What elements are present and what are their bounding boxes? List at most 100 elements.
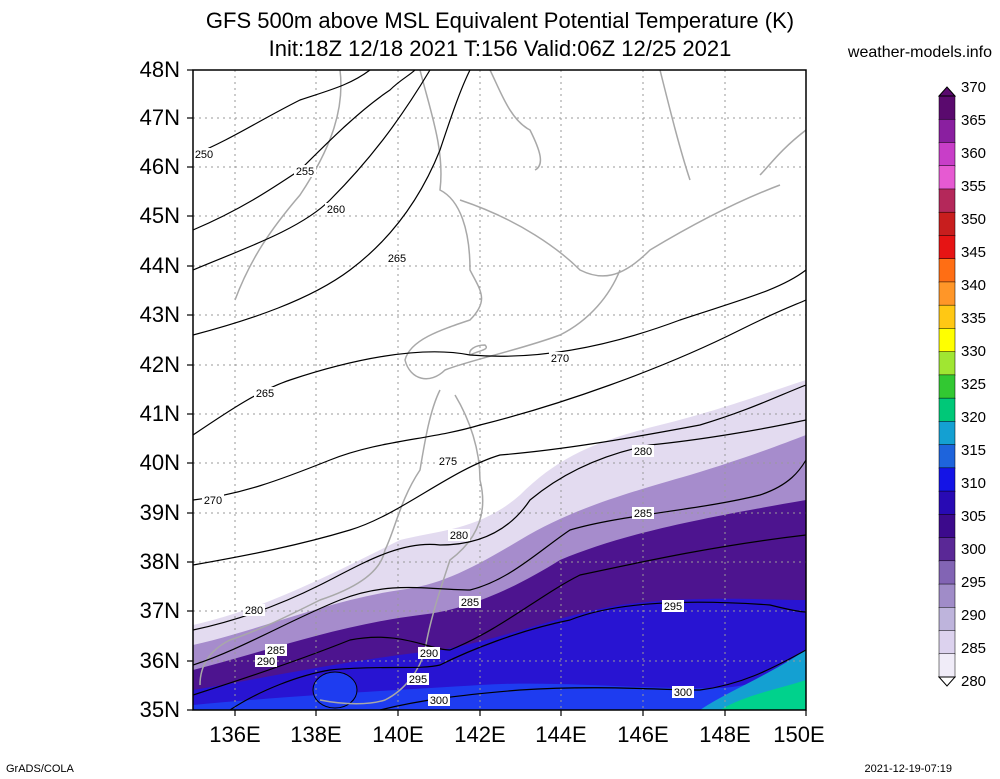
contour-label: 280 <box>245 605 263 617</box>
contour-label: 260 <box>327 204 345 216</box>
map-subtitle: Init:18Z 12/18 2021 T:156 Valid:06Z 12/2… <box>268 36 732 61</box>
contour-label: 290 <box>257 656 275 668</box>
colorbar-swatch <box>938 397 956 423</box>
axis-ticks <box>187 69 807 716</box>
colorbar-swatch <box>938 444 956 469</box>
lat-label: 41N <box>139 401 180 426</box>
colorbar-swatch <box>938 514 956 539</box>
colorbar-swatch <box>938 118 956 144</box>
colorbar-label: 300 <box>961 541 987 558</box>
contour-label: 285 <box>267 645 285 657</box>
colorbar-label: 335 <box>961 310 987 327</box>
coastlines <box>199 70 806 705</box>
lat-label: 47N <box>139 105 180 130</box>
contour-label: 280 <box>634 446 652 458</box>
colorbar-swatch <box>938 583 956 609</box>
lat-label: 40N <box>139 450 180 475</box>
colorbar-label: 280 <box>961 673 987 690</box>
colorbar-swatch <box>938 95 956 120</box>
lon-label: 140E <box>372 722 424 747</box>
lat-label: 42N <box>139 352 180 377</box>
colorbar-label: 360 <box>961 145 987 162</box>
colorbar-swatch <box>938 235 956 260</box>
colorbar-label: 345 <box>961 244 987 261</box>
lat-label: 38N <box>139 549 180 574</box>
lat-label: 37N <box>139 598 180 623</box>
lat-label: 44N <box>139 253 180 278</box>
contour-label: 265 <box>388 253 406 265</box>
lon-label: 136E <box>209 722 261 747</box>
lon-label: 148E <box>699 722 751 747</box>
colorbar-label: 305 <box>961 508 987 525</box>
colorbar-swatch <box>938 281 956 306</box>
lon-label: 146E <box>617 722 669 747</box>
colorbar <box>937 86 957 687</box>
contour-label: 285 <box>461 597 479 609</box>
colorbar-swatch <box>938 537 956 562</box>
footer-timestamp: 2021-12-19-07:19 <box>864 763 952 775</box>
colorbar-max-arrow <box>937 86 957 97</box>
lon-label: 150E <box>773 722 825 747</box>
lat-label: 39N <box>139 500 180 525</box>
colorbar-swatch <box>938 351 956 376</box>
colorbar-label: 370 <box>961 79 987 96</box>
site-credit: weather-models.info <box>847 44 992 61</box>
contour-label: 270 <box>204 495 222 507</box>
lat-label: 43N <box>139 302 180 327</box>
colorbar-label: 330 <box>961 343 987 360</box>
contour-label: 290 <box>420 648 438 660</box>
lon-label: 138E <box>290 722 342 747</box>
colorbar-label: 350 <box>961 211 987 228</box>
colorbar-label: 310 <box>961 475 987 492</box>
colorbar-swatch <box>938 630 956 655</box>
colorbar-swatch <box>938 188 956 213</box>
contour-lines <box>193 70 806 710</box>
colorbar-label: 355 <box>961 178 987 195</box>
lat-label: 46N <box>139 154 180 179</box>
lat-label: 35N <box>139 697 180 722</box>
contour-label: 300 <box>430 695 448 707</box>
colorbar-swatch <box>938 304 956 330</box>
colorbar-swatch <box>938 142 956 167</box>
colorbar-label: 325 <box>961 376 987 393</box>
contour-label: 270 <box>551 353 569 365</box>
colorbar-swatch <box>938 653 956 678</box>
colorbar-swatch <box>938 467 956 492</box>
colorbar-swatch <box>938 211 956 237</box>
colorbar-swatch <box>938 560 956 585</box>
colorbar-label: 290 <box>961 607 987 624</box>
contour-label: 280 <box>450 530 468 542</box>
plot-frame <box>192 69 807 711</box>
lat-label: 36N <box>139 648 180 673</box>
cold-pocket <box>312 671 358 709</box>
lon-label: 142E <box>454 722 506 747</box>
colorbar-label: 285 <box>961 640 987 657</box>
contour-label: 255 <box>296 166 314 178</box>
colorbar-swatch <box>938 490 956 516</box>
colorbar-swatch <box>938 165 956 190</box>
colorbar-min-arrow <box>937 676 957 687</box>
contour-label: 250 <box>195 149 213 161</box>
colorbar-swatch <box>938 607 956 632</box>
shade-band-green <box>720 680 806 710</box>
colorbar-swatch <box>938 421 956 446</box>
colorbar-swatch <box>938 374 956 399</box>
colorbar-swatch <box>938 328 956 353</box>
map-title: GFS 500m above MSL Equivalent Potential … <box>205 8 795 33</box>
footer-credit: GrADS/COLA <box>6 763 74 775</box>
lat-label: 48N <box>139 57 180 82</box>
colorbar-swatch <box>938 258 956 283</box>
colorbar-label: 340 <box>961 277 987 294</box>
contour-label: 265 <box>256 388 274 400</box>
contour-label: 285 <box>634 508 652 520</box>
colorbar-label: 365 <box>961 112 987 129</box>
colorbar-label: 315 <box>961 442 987 459</box>
contour-label: 295 <box>664 601 682 613</box>
contour-label: 295 <box>409 674 427 686</box>
lon-label: 144E <box>535 722 587 747</box>
colorbar-label: 320 <box>961 409 987 426</box>
colorbar-label: 295 <box>961 574 987 591</box>
contour-label: 300 <box>674 687 692 699</box>
lat-label: 45N <box>139 203 180 228</box>
